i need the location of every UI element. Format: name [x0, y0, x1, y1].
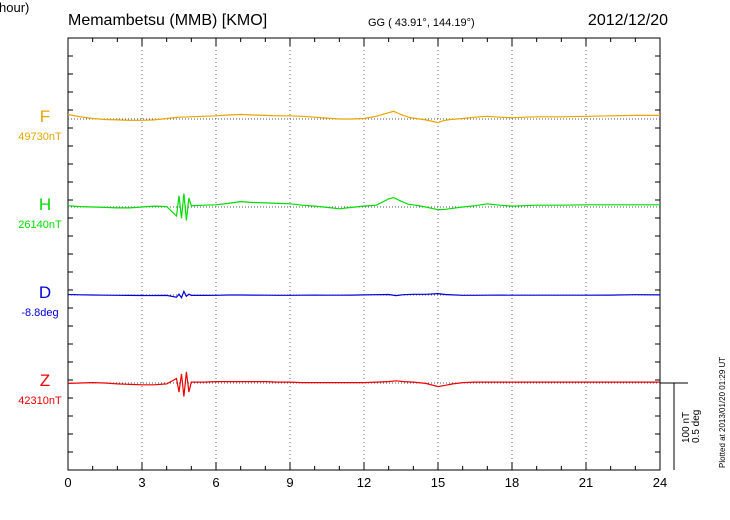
series-line-d — [67, 289, 661, 299]
series-line-h — [67, 193, 660, 221]
coordinates-label: GG ( 43.91°, 144.19°) — [368, 17, 475, 29]
series-name-z: Z — [39, 371, 51, 390]
series-baseline-f: 49730nT — [18, 131, 62, 143]
x-tick-label: 3 — [138, 475, 145, 490]
scale-label-deg: 0.5 deg — [691, 409, 702, 443]
series-line-f — [67, 110, 660, 124]
series-line-z — [67, 371, 660, 397]
x-tick-label: 15 — [431, 475, 445, 490]
x-tick-label: 21 — [579, 475, 593, 490]
series-name-d: D — [38, 283, 52, 302]
x-tick-label: 24 — [653, 475, 667, 490]
x-tick-label: 12 — [357, 475, 371, 490]
x-tick-label: 18 — [505, 475, 519, 490]
series-baseline-h: 26140nT — [18, 219, 62, 231]
x-tick-label: 0 — [64, 475, 71, 490]
chart-title: Memambetsu (MMB) [KMO] — [68, 12, 268, 29]
series-baseline-z: 42310nT — [18, 395, 62, 407]
x-tick-label: 6 — [212, 475, 219, 490]
series-name-f: F — [39, 107, 51, 126]
plotted-timestamp: Plotted at 2013/01/20 01:29 UT — [718, 356, 727, 468]
series-baseline-d: -8.8deg — [21, 307, 59, 319]
x-tick-label: 9 — [286, 475, 293, 490]
series-name-h: H — [38, 195, 52, 214]
date-label: 2012/12/20 — [587, 12, 668, 29]
